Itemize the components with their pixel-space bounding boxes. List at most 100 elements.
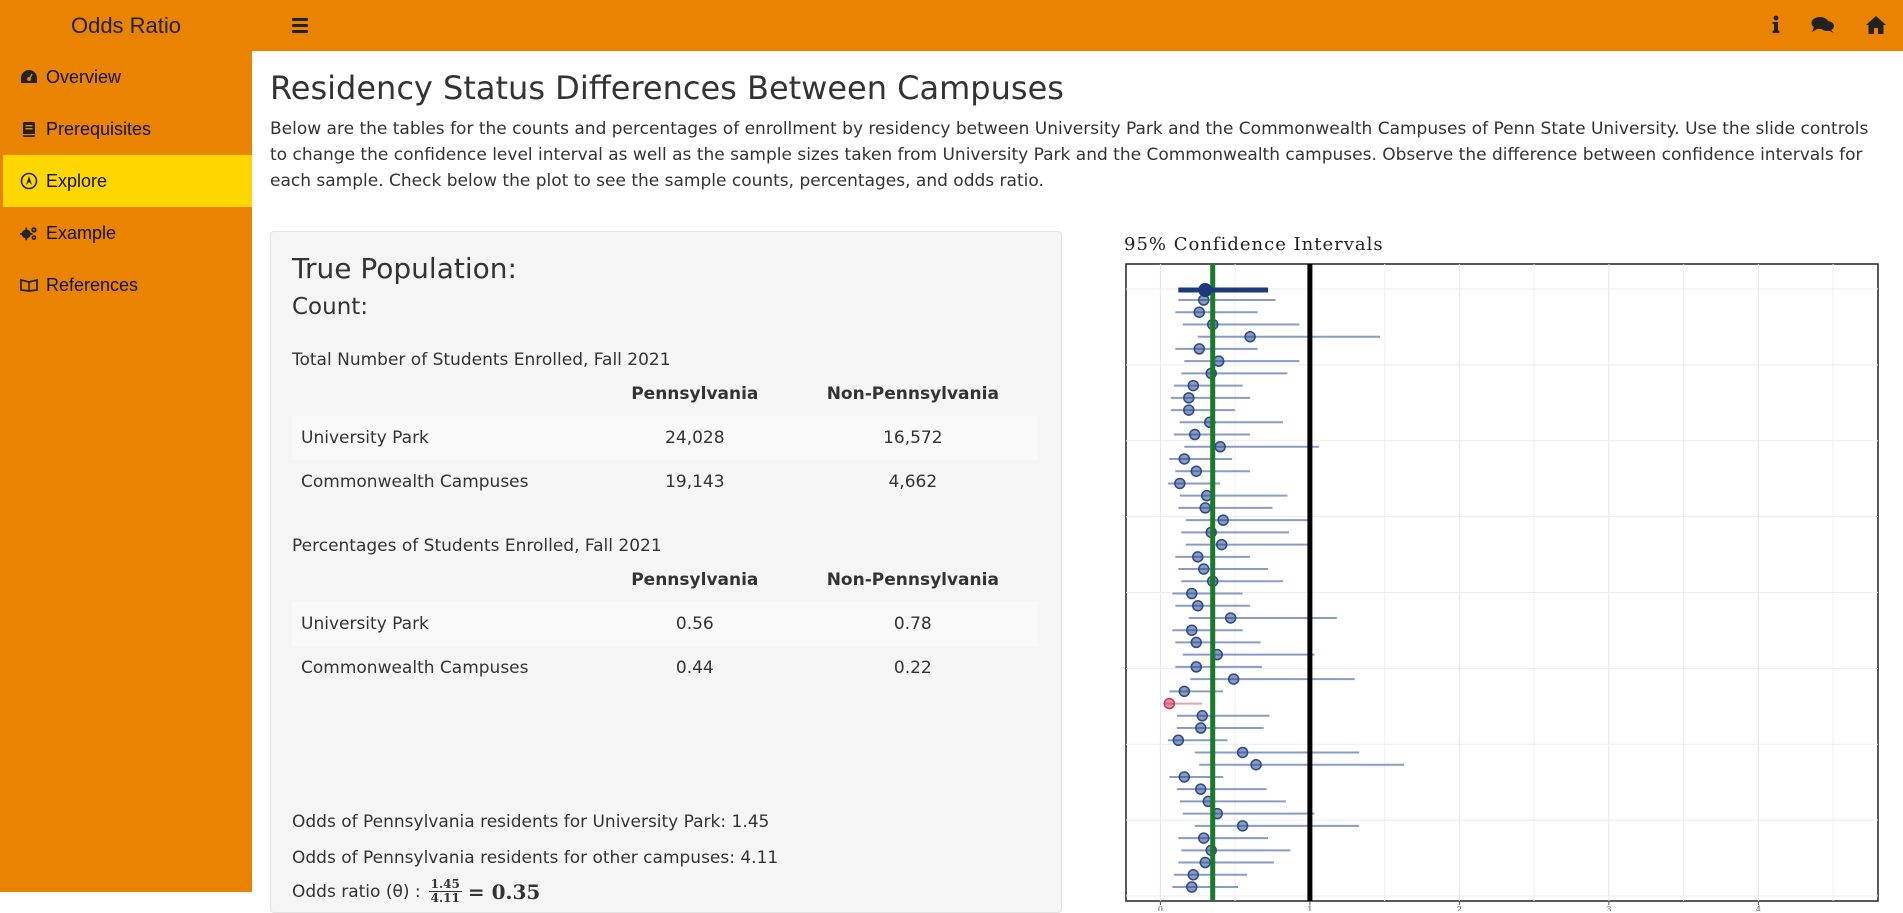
ci-point: [1195, 722, 1207, 734]
ci-point: [1192, 599, 1204, 612]
x-tick-label: 0: [1158, 905, 1163, 911]
ci-point: [1197, 563, 1210, 575]
odds-other-text: Odds of Pennsylvania residents for other…: [292, 848, 779, 868]
sidebar-item-references[interactable]: References: [0, 259, 252, 311]
table-header: Non-Pennsylvania: [826, 384, 999, 404]
ci-point: [1186, 881, 1198, 893]
x-tick-label: 1: [1307, 905, 1312, 911]
ci-point: [1187, 379, 1200, 392]
table-header: Pennsylvania: [631, 570, 759, 590]
ci-point: [1217, 514, 1229, 526]
count-table-caption: Total Number of Students Enrolled, Fall …: [292, 350, 671, 370]
ci-point: [1174, 477, 1186, 490]
sidebar: Overview Prerequisites Explore Example R…: [0, 51, 252, 892]
top-navbar: Odds Ratio: [0, 0, 1903, 51]
x-tick-label: 3: [1606, 905, 1611, 911]
sidebar-item-label: Prerequisites: [46, 118, 152, 139]
pct-table: Pennsylvania Non-Pennsylvania University…: [292, 558, 1038, 690]
ci-point: [1214, 441, 1226, 453]
table-header: Non-Pennsylvania: [826, 570, 999, 590]
info-icon[interactable]: [1762, 12, 1790, 38]
x-tick-label: 4: [1756, 905, 1761, 911]
table-header: [292, 558, 602, 602]
ci-point: [1187, 869, 1200, 881]
home-icon[interactable]: [1862, 12, 1890, 38]
ci-point: [1196, 710, 1208, 722]
ci-point: [1189, 428, 1201, 441]
sidebar-item-explore[interactable]: Explore: [3, 155, 252, 207]
intro-text: Below are the tables for the counts and …: [270, 119, 1869, 191]
ci-point: [1236, 746, 1249, 759]
ci-point: [1186, 587, 1198, 600]
main-content: Residency Status Differences Between Cam…: [252, 51, 1903, 913]
table-cell: 4,662: [787, 460, 1038, 504]
panel-subheading: Count:: [292, 294, 369, 320]
highlight-point: [1198, 283, 1213, 297]
table-header-row: Pennsylvania Non-Pennsylvania: [292, 372, 1038, 416]
ci-point: [1183, 404, 1195, 416]
page-title: Residency Status Differences Between Cam…: [270, 69, 1064, 107]
odds-up-text: Odds of Pennsylvania residents for Unive…: [292, 812, 770, 832]
sidebar-item-label: Example: [46, 222, 117, 243]
table-row: University Park 24,028 16,572: [292, 416, 1038, 460]
table-cell: University Park: [292, 602, 602, 646]
ci-point: [1236, 820, 1249, 832]
table-header: [292, 372, 602, 416]
chart-svg: 0 1 2 3 4: [1125, 263, 1879, 911]
ci-point: [1163, 697, 1176, 710]
sidebar-item-label: References: [46, 274, 139, 295]
ci-point: [1227, 673, 1240, 685]
ci-point: [1197, 832, 1210, 844]
table-cell: 0.78: [787, 602, 1038, 646]
sidebar-toggle-icon[interactable]: [292, 12, 316, 38]
leanpub-icon: [20, 276, 38, 294]
true-population-panel: True Population: Count: Total Number of …: [270, 231, 1062, 913]
ci-point: [1190, 636, 1203, 649]
table-cell: 0.22: [787, 646, 1038, 690]
ci-point: [1224, 612, 1237, 624]
ci-point: [1178, 771, 1191, 783]
table-cell: Commonwealth Campuses: [292, 460, 602, 504]
table-row: Commonwealth Campuses 19,143 4,662: [292, 460, 1038, 504]
pct-table-caption: Percentages of Students Enrolled, Fall 2…: [292, 536, 662, 556]
ci-point: [1215, 538, 1228, 551]
ci-point: [1193, 306, 1206, 318]
ci-point: [1172, 734, 1185, 746]
book-icon: [20, 120, 38, 138]
sidebar-item-label: Explore: [46, 170, 108, 191]
x-tick-label: 2: [1457, 905, 1462, 911]
table-cell: 19,143: [602, 460, 788, 504]
sidebar-item-label: Overview: [46, 66, 122, 87]
confidence-interval-chart: 0 1 2 3 4 95% Confidence Intervals: [1120, 231, 1900, 911]
table-cell: University Park: [292, 416, 602, 460]
ci-point: [1199, 856, 1211, 869]
table-cell: 0.44: [602, 646, 788, 690]
chart-title: 95% Confidence Intervals: [1124, 234, 1384, 255]
ci-point: [1183, 392, 1195, 404]
sidebar-item-prerequisites[interactable]: Prerequisites: [0, 103, 252, 155]
table-row: University Park 0.56 0.78: [292, 602, 1038, 646]
plot-area: [1125, 263, 1879, 902]
gears-icon: [20, 224, 38, 242]
count-table: Pennsylvania Non-Pennsylvania University…: [292, 372, 1038, 504]
ci-point: [1178, 453, 1191, 465]
ci-point: [1250, 758, 1262, 771]
table-cell: 0.56: [602, 602, 788, 646]
table-cell: 24,028: [602, 416, 788, 460]
ci-point: [1186, 624, 1198, 636]
ci-point: [1244, 330, 1256, 343]
comments-icon[interactable]: [1809, 12, 1837, 38]
ci-point: [1195, 783, 1207, 795]
ci-point: [1190, 661, 1203, 673]
sidebar-item-example[interactable]: Example: [0, 207, 252, 259]
table-row: Commonwealth Campuses 0.44 0.22: [292, 646, 1038, 690]
ci-point: [1199, 502, 1211, 514]
ci-point: [1178, 685, 1191, 698]
sidebar-item-overview[interactable]: Overview: [0, 51, 252, 103]
table-header: Pennsylvania: [631, 384, 759, 404]
ci-point: [1192, 551, 1204, 563]
app-title: Odds Ratio: [70, 12, 182, 38]
dashboard-icon: [20, 68, 38, 86]
ci-point: [1190, 465, 1203, 477]
wpexplorer-icon: [20, 172, 38, 190]
